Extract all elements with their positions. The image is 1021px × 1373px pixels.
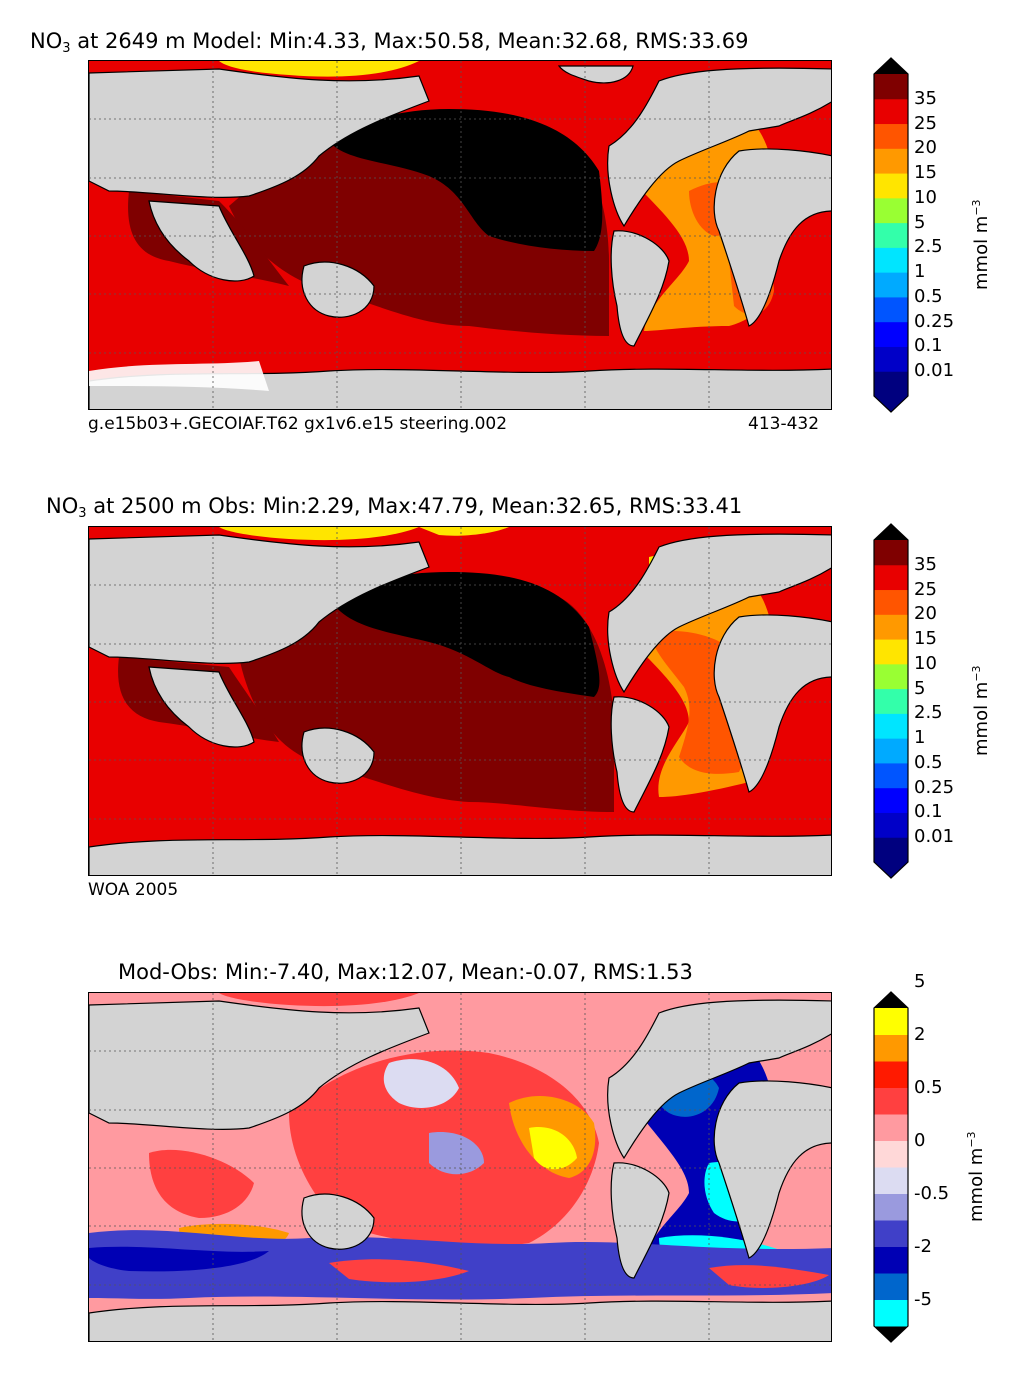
colorbar-tick-label: 20 (914, 137, 937, 159)
colorbar-tick-label: 0.5 (914, 285, 943, 307)
colorbar-tick-label: 5 (914, 677, 926, 699)
colorbar-segment (874, 346, 908, 372)
colorbar-segment (874, 1140, 908, 1168)
colorbar-segment (874, 296, 908, 323)
colorbar-tick-label: 2 (914, 1023, 926, 1045)
panel-2-colorbar-units: mmol m−3 (970, 665, 992, 756)
colorbar-extend-min (874, 1326, 908, 1342)
colorbar-tick-label: 0.5 (914, 1076, 943, 1098)
colorbar-tick-label: 0.1 (914, 335, 943, 357)
colorbar-tick-label: 20 (914, 603, 937, 625)
panel-1-title: NO3 at 2649 m Model: Min:4.33, Max:50.58… (30, 29, 749, 56)
colorbar-segment (874, 371, 908, 397)
colorbar-tick-label: 2.5 (914, 236, 943, 258)
colorbar-segment (874, 1273, 908, 1300)
colorbar-tick-label: 0.01 (914, 360, 955, 382)
colorbar-extend-min (874, 862, 908, 878)
panel-3-map-canvas (89, 993, 831, 1341)
panel-3-colorbar (873, 991, 909, 1343)
panel-2-map-canvas (89, 527, 831, 875)
colorbar-tick-label: 0 (914, 1129, 926, 1151)
colorbar-tick-label: -5 (914, 1288, 932, 1310)
colorbar-segment (874, 247, 908, 273)
colorbar-segment (874, 663, 908, 690)
colorbar-tick-label: 25 (914, 112, 937, 134)
colorbar-segment (874, 1193, 908, 1221)
panel-2-title: NO3 at 2500 m Obs: Min:2.29, Max:47.79, … (46, 494, 743, 521)
colorbar-tick-label: 15 (914, 628, 937, 650)
colorbar-tick-label: 0.5 (914, 751, 943, 773)
panel-3-map[interactable] (88, 992, 832, 1342)
colorbar-outline (873, 57, 909, 413)
colorbar-tick-label: 0.1 (914, 801, 943, 823)
colorbar-segment (874, 614, 908, 640)
colorbar-tick-label: 1 (914, 261, 926, 283)
colorbar-segment (874, 1061, 908, 1088)
panel-2-colorbar (873, 523, 909, 879)
colorbar-segment (874, 321, 908, 347)
colorbar-segment (874, 1008, 908, 1035)
colorbar-segment (874, 812, 908, 838)
colorbar-extend-max (874, 58, 908, 74)
colorbar-tick-label: -2 (914, 1235, 932, 1257)
colorbar-graphic (873, 991, 909, 1343)
colorbar-tick-label: 1 (914, 727, 926, 749)
panel-1-map[interactable] (88, 60, 832, 410)
colorbar-segment (874, 1034, 908, 1062)
panel-1-map-canvas (89, 61, 831, 409)
colorbar-segment (874, 148, 908, 174)
panel-1-colorbar (873, 57, 909, 413)
colorbar-tick-label: 35 (914, 553, 937, 575)
colorbar-segment (874, 197, 908, 224)
colorbar-tick-label: -0.5 (914, 1182, 950, 1204)
colorbar-segment (874, 1246, 908, 1274)
colorbar-segment (874, 688, 908, 714)
panel-1-caption-left: g.e15b03+.GECOIAF.T62 gx1v6.e15 steering… (88, 414, 508, 434)
colorbar-segment (874, 1220, 908, 1247)
colorbar-tick-label: 0.25 (914, 310, 955, 332)
panel-3-title: Mod-Obs: Min:-7.40, Max:12.07, Mean:-0.0… (118, 960, 693, 984)
panel-2-caption-left: WOA 2005 (88, 880, 179, 900)
colorbar-extend-max (874, 992, 908, 1008)
panel-3-colorbar-units: mmol m−3 (965, 1131, 987, 1222)
colorbar-segment (874, 123, 908, 149)
colorbar-segment (874, 540, 908, 566)
colorbar-tick-label: 10 (914, 652, 937, 674)
colorbar-tick-label: 0.25 (914, 776, 955, 798)
colorbar-tick-label: 0.01 (914, 826, 955, 848)
colorbar-segment (874, 1087, 908, 1115)
colorbar-extend-max (874, 524, 908, 540)
colorbar-tick-label: 15 (914, 162, 937, 184)
colorbar-segment (874, 762, 908, 789)
colorbar-tick-label: 25 (914, 578, 937, 600)
panel-1-colorbar-units: mmol m−3 (970, 199, 992, 290)
colorbar-segment (874, 222, 908, 248)
colorbar-tick-label: 5 (914, 211, 926, 233)
colorbar-tick-label: 2.5 (914, 702, 943, 724)
colorbar-segment (874, 564, 908, 591)
colorbar-extend-min (874, 396, 908, 412)
colorbar-segment (874, 589, 908, 615)
colorbar-segment (874, 98, 908, 125)
colorbar-segment (874, 74, 908, 100)
panel-1-caption-right: 413-432 (748, 414, 820, 434)
colorbar-tick-label: 5 (914, 970, 926, 992)
colorbar-segment (874, 738, 908, 764)
colorbar-segment (874, 837, 908, 863)
colorbar-graphic (873, 57, 909, 413)
colorbar-segment (874, 1299, 908, 1327)
colorbar-tick-label: 10 (914, 186, 937, 208)
colorbar-graphic (873, 523, 909, 879)
colorbar-segment (874, 787, 908, 813)
colorbar-segment (874, 173, 908, 199)
colorbar-segment (874, 1114, 908, 1141)
colorbar-segment (874, 1167, 908, 1194)
colorbar-segment (874, 713, 908, 739)
colorbar-outline (873, 991, 909, 1343)
colorbar-tick-label: 35 (914, 87, 937, 109)
colorbar-segment (874, 639, 908, 665)
colorbar-segment (874, 272, 908, 298)
panel-2-map[interactable] (88, 526, 832, 876)
colorbar-outline (873, 523, 909, 879)
